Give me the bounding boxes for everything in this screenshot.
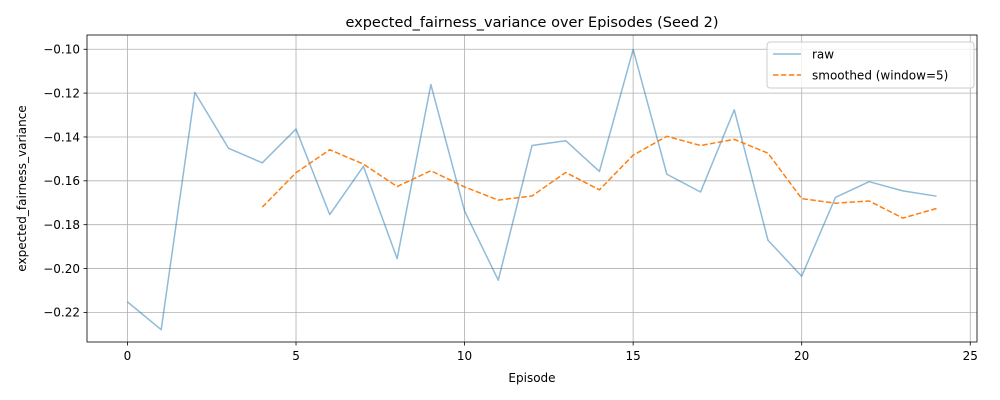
x-tick-label: 25: [963, 349, 978, 363]
smoothed-series-line: [261, 135, 937, 219]
y-axis-label: expected_fairness_variance: [15, 105, 29, 271]
y-tick-label: −0.18: [43, 218, 80, 232]
y-tick-label: −0.20: [43, 262, 80, 276]
series-layer: [126, 48, 937, 331]
legend-box: [766, 41, 975, 89]
axes-frame: [86, 34, 978, 343]
y-tick-label: −0.10: [43, 43, 80, 57]
ticks: 0 5 10 15 20 25 −0.22 −0.20 −0.18 −0.16 −0.14 −0.12…: [43, 43, 978, 363]
y-tick-label: −0.14: [43, 130, 80, 144]
legend: raw smoothed (window=5): [766, 41, 975, 89]
x-tick-label: 10: [457, 349, 472, 363]
x-tick-label: 0: [124, 349, 132, 363]
legend-smoothed-label: smoothed (window=5): [812, 68, 948, 82]
y-tick-label: −0.22: [43, 306, 80, 320]
grid: [87, 35, 977, 342]
raw-series-line: [126, 48, 937, 331]
chart-title: expected_fairness_variance over Episodes…: [345, 15, 718, 31]
legend-raw-label: raw: [812, 47, 834, 61]
x-tick-label: 20: [794, 349, 809, 363]
x-tick-label: 5: [292, 349, 300, 363]
x-tick-label: 15: [625, 349, 640, 363]
x-axis-label: Episode: [508, 371, 555, 385]
y-tick-label: −0.16: [43, 174, 80, 188]
y-tick-label: −0.12: [43, 86, 80, 100]
